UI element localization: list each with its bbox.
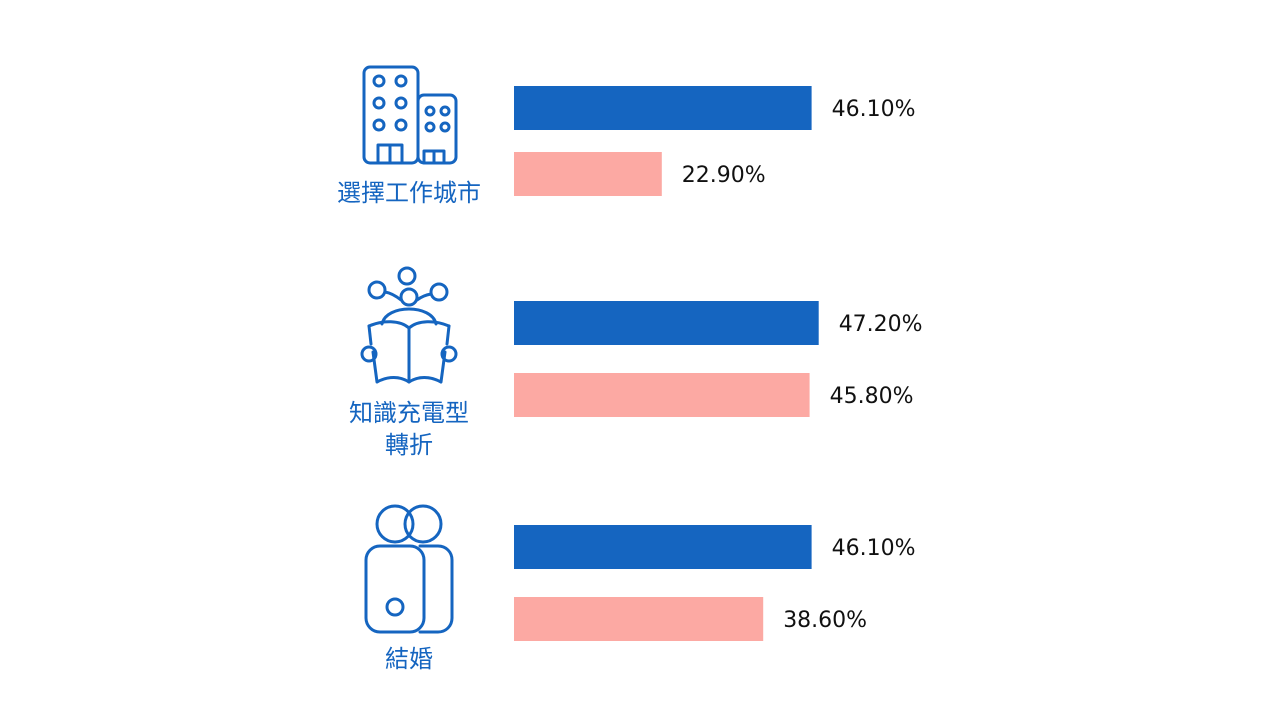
category-label-line: 轉折	[385, 431, 433, 459]
office-building-icon	[362, 65, 458, 165]
category-label-work-city: 選擇工作城市	[309, 177, 509, 209]
value-label-3-series-2: 38.60%	[783, 608, 867, 633]
value-label-1-series-2: 22.90%	[682, 163, 766, 188]
bar-1-series-1	[514, 86, 812, 130]
category-label-line: 選擇工作城市	[337, 179, 481, 207]
bar-3-series-2	[514, 597, 764, 641]
category-label-marriage: 結婚	[309, 643, 509, 675]
value-label-2-series-1: 47.20%	[839, 312, 923, 337]
bar-2-series-1	[514, 301, 819, 345]
value-label-3-series-1: 46.10%	[832, 536, 916, 561]
two-people-icon	[364, 502, 456, 634]
category-label-line: 結婚	[385, 645, 433, 673]
category-label-line: 知識充電型	[349, 399, 469, 427]
bar-1-series-2	[514, 152, 662, 196]
value-label-1-series-1: 46.10%	[832, 97, 916, 122]
category-label-knowledge-recharge: 知識充電型 轉折	[309, 397, 509, 461]
value-label-2-series-2: 45.80%	[830, 384, 914, 409]
person-reading-book-icon	[358, 266, 460, 384]
bar-2-series-2	[514, 373, 810, 417]
bar-3-series-1	[514, 525, 812, 569]
